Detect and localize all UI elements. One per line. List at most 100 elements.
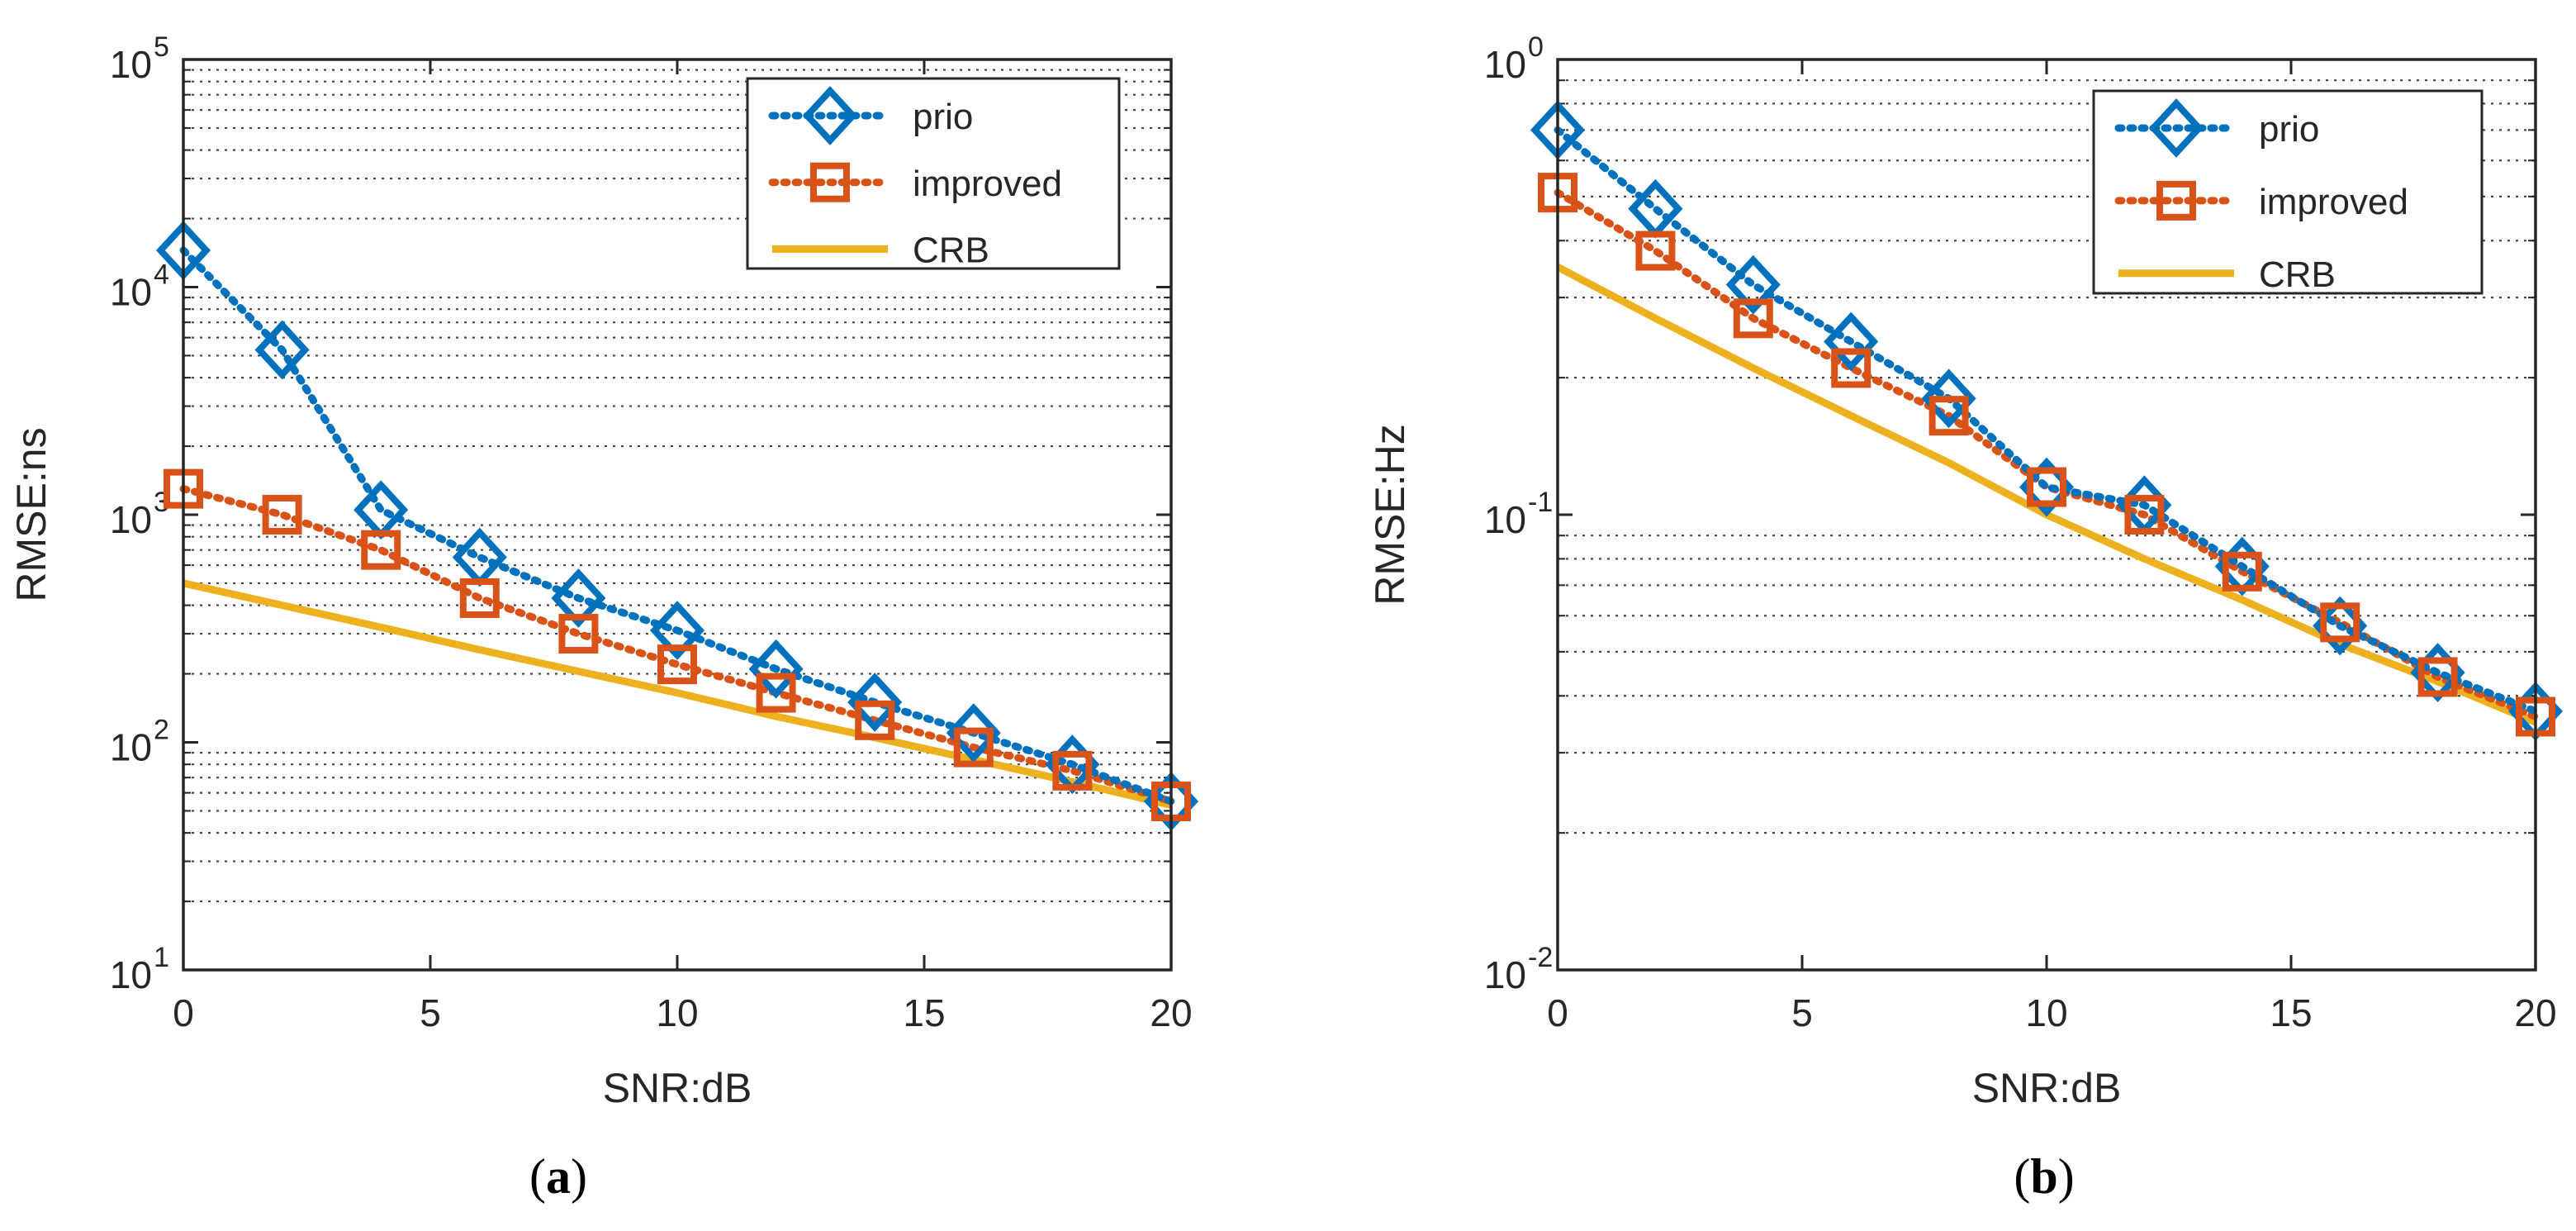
x-axis-ticks: 0 5 10 15 20 [1547, 59, 2557, 1034]
y-axis-label: RMSE:ns [8, 427, 55, 601]
legend-label: improved [2259, 182, 2408, 222]
x-tick-label: 5 [420, 991, 441, 1034]
y-tick-label: 10 -1 [1484, 487, 1553, 541]
x-tick-label: 10 [656, 991, 698, 1034]
y-tick-base: 10 [110, 43, 152, 86]
series-group [155, 221, 1199, 831]
y-tick-label: 10 2 [110, 715, 169, 769]
x-tick-label: 5 [1791, 991, 1813, 1034]
prio-point [551, 568, 606, 628]
axes-box [1556, 58, 2537, 972]
improved-point [262, 495, 302, 535]
y-tick-exponent: -2 [1528, 942, 1553, 973]
legend-item-improved: improved [768, 162, 1062, 204]
prio-point [1725, 254, 1781, 315]
legend: prio improved CRB [746, 77, 1121, 271]
caption-open: ( [2014, 1149, 2030, 1204]
legend-item-crb: CRB [772, 231, 989, 271]
y-tick-base: 10 [1484, 43, 1526, 86]
series-line-crb [183, 579, 1173, 809]
x-axis-ticks: 0 5 10 15 20 [173, 59, 1193, 1034]
improved-point [1733, 298, 1773, 339]
prio-point [254, 320, 310, 380]
y-tick-base: 10 [110, 498, 152, 541]
y-tick-base: 10 [110, 953, 152, 996]
y-tick-exponent: 1 [154, 942, 169, 973]
x-tick-label: 20 [1150, 991, 1192, 1034]
improved-point [756, 673, 796, 713]
legend-item-prio: prio [768, 86, 973, 145]
grid [1558, 79, 2536, 834]
caption-letter: a [546, 1149, 571, 1204]
y-tick-base: 10 [110, 271, 152, 314]
prio-point [847, 673, 903, 732]
series-group [1530, 100, 2564, 741]
legend-label: prio [2259, 109, 2319, 150]
improved-point [2027, 467, 2066, 507]
prio-point [748, 639, 804, 699]
improved-point [2320, 602, 2360, 643]
improved-point [459, 577, 500, 618]
improved-point [657, 644, 697, 685]
x-tick-label: 15 [2270, 991, 2312, 1034]
legend-box [746, 77, 1121, 270]
improved-point [855, 700, 895, 740]
legend-item-crb: CRB [2118, 254, 2336, 295]
legend-label: CRB [2259, 254, 2336, 295]
improved-point [953, 727, 994, 768]
panel-caption: (b) [2014, 1149, 2074, 1204]
caption-close: ) [2058, 1149, 2075, 1204]
improved-point [1831, 348, 1872, 388]
x-tick-label: 20 [2514, 991, 2556, 1034]
y-tick-label: 10 1 [110, 942, 169, 996]
axes-box [182, 58, 1173, 972]
caption-open: ( [529, 1149, 546, 1204]
improved-point [1928, 396, 1969, 436]
improved-point [1635, 231, 1676, 271]
legend: prio improved CRB [2092, 89, 2483, 295]
x-tick-label: 0 [173, 991, 194, 1034]
series-markers-improved [164, 468, 1191, 822]
series-line-improved [179, 485, 1175, 806]
legend-label: improved [913, 164, 1062, 204]
legend-marker [802, 86, 858, 145]
y-tick-base: 10 [1484, 498, 1526, 541]
y-tick-exponent: 2 [154, 715, 169, 746]
y-tick-base: 10 [110, 726, 152, 769]
y-tick-exponent: -1 [1528, 487, 1553, 518]
x-axis-label: SNR:dB [603, 1065, 752, 1111]
y-tick-exponent: 4 [154, 259, 169, 291]
y-axis-label: RMSE:Hz [1367, 424, 1413, 605]
caption-close: ) [571, 1149, 587, 1204]
panel-b: 10 -2 10-1 10 0 0 5 10 15 20 prio improved CRB SNR:dB… [1367, 31, 2564, 1204]
prio-point [649, 601, 705, 661]
improved-point [361, 530, 401, 570]
improved-point [2222, 551, 2262, 592]
prio-point [1921, 368, 1976, 429]
y-tick-label: 10 3 [110, 487, 169, 541]
prio-point [946, 703, 1001, 763]
improved-point [2124, 495, 2165, 535]
legend-item-improved: improved [2114, 180, 2408, 222]
legend-label: CRB [913, 231, 989, 271]
improved-point [2417, 657, 2458, 697]
improved-point [1052, 750, 1093, 791]
legend-marker [810, 162, 850, 202]
y-tick-label: 10 5 [110, 31, 169, 86]
legend-label: prio [913, 97, 973, 137]
legend-marker [2148, 98, 2204, 158]
series-line-prio [1554, 126, 2540, 715]
x-tick-label: 15 [903, 991, 945, 1034]
legend-item-prio: prio [2114, 98, 2319, 158]
panel-caption: (a) [529, 1149, 587, 1204]
y-tick-label: 10 0 [1484, 31, 1544, 86]
y-tick-label: 10 4 [110, 259, 169, 314]
x-axis-label: SNR:dB [1972, 1065, 2122, 1111]
y-tick-exponent: 5 [154, 31, 169, 63]
series-line-prio [179, 246, 1175, 806]
caption-letter: b [2030, 1149, 2057, 1204]
x-tick-label: 0 [1547, 991, 1568, 1034]
improved-point [558, 614, 599, 654]
